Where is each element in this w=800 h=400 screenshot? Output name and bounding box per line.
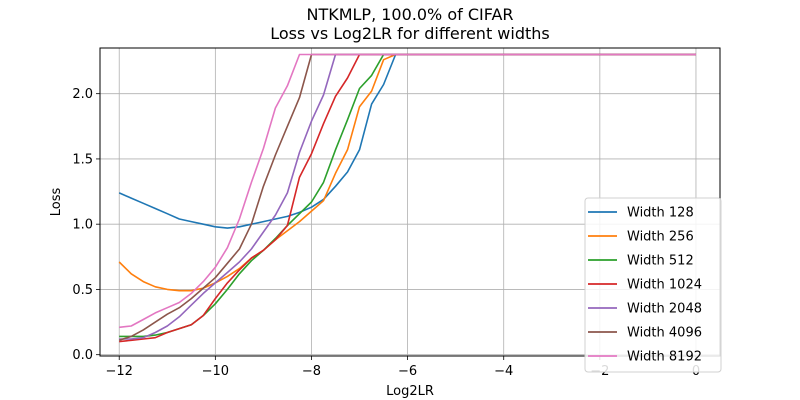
legend-label: Width 512 [627,254,694,269]
x-axis-label: Log2LR [386,384,434,399]
x-tick-label: −8 [302,364,321,379]
chart-title: NTKMLP, 100.0% of CIFAR [306,5,513,24]
chart-subtitle: Loss vs Log2LR for different widths [270,24,550,43]
y-tick-label: 1.5 [72,152,93,167]
series-line-width-8192 [119,53,696,329]
legend: Width 128 Width 256 Width 512 Width 1024 Wid… [584,197,722,373]
x-tick-label: −10 [202,364,229,379]
y-tick-label: 1.0 [72,218,93,233]
legend-label: Width 2048 [627,302,702,317]
y-axis-label: Loss [49,188,64,217]
x-tick-label: −12 [106,364,133,379]
legend-box [584,197,722,373]
series-lines [118,53,696,343]
legend-label: Width 1024 [627,278,702,293]
legend-label: Width 8192 [627,350,702,365]
y-tick-label: 2.0 [72,87,93,102]
y-axis: 0.0 0.5 1.0 1.5 2.0 [72,87,100,363]
legend-label: Width 256 [627,230,694,245]
x-tick-label: −6 [398,364,417,379]
x-tick-label: −4 [494,364,513,379]
y-tick-label: 0.5 [72,283,93,298]
legend-label: Width 128 [627,206,694,221]
y-tick-label: 0.0 [72,348,93,363]
legend-label: Width 4096 [627,326,702,341]
